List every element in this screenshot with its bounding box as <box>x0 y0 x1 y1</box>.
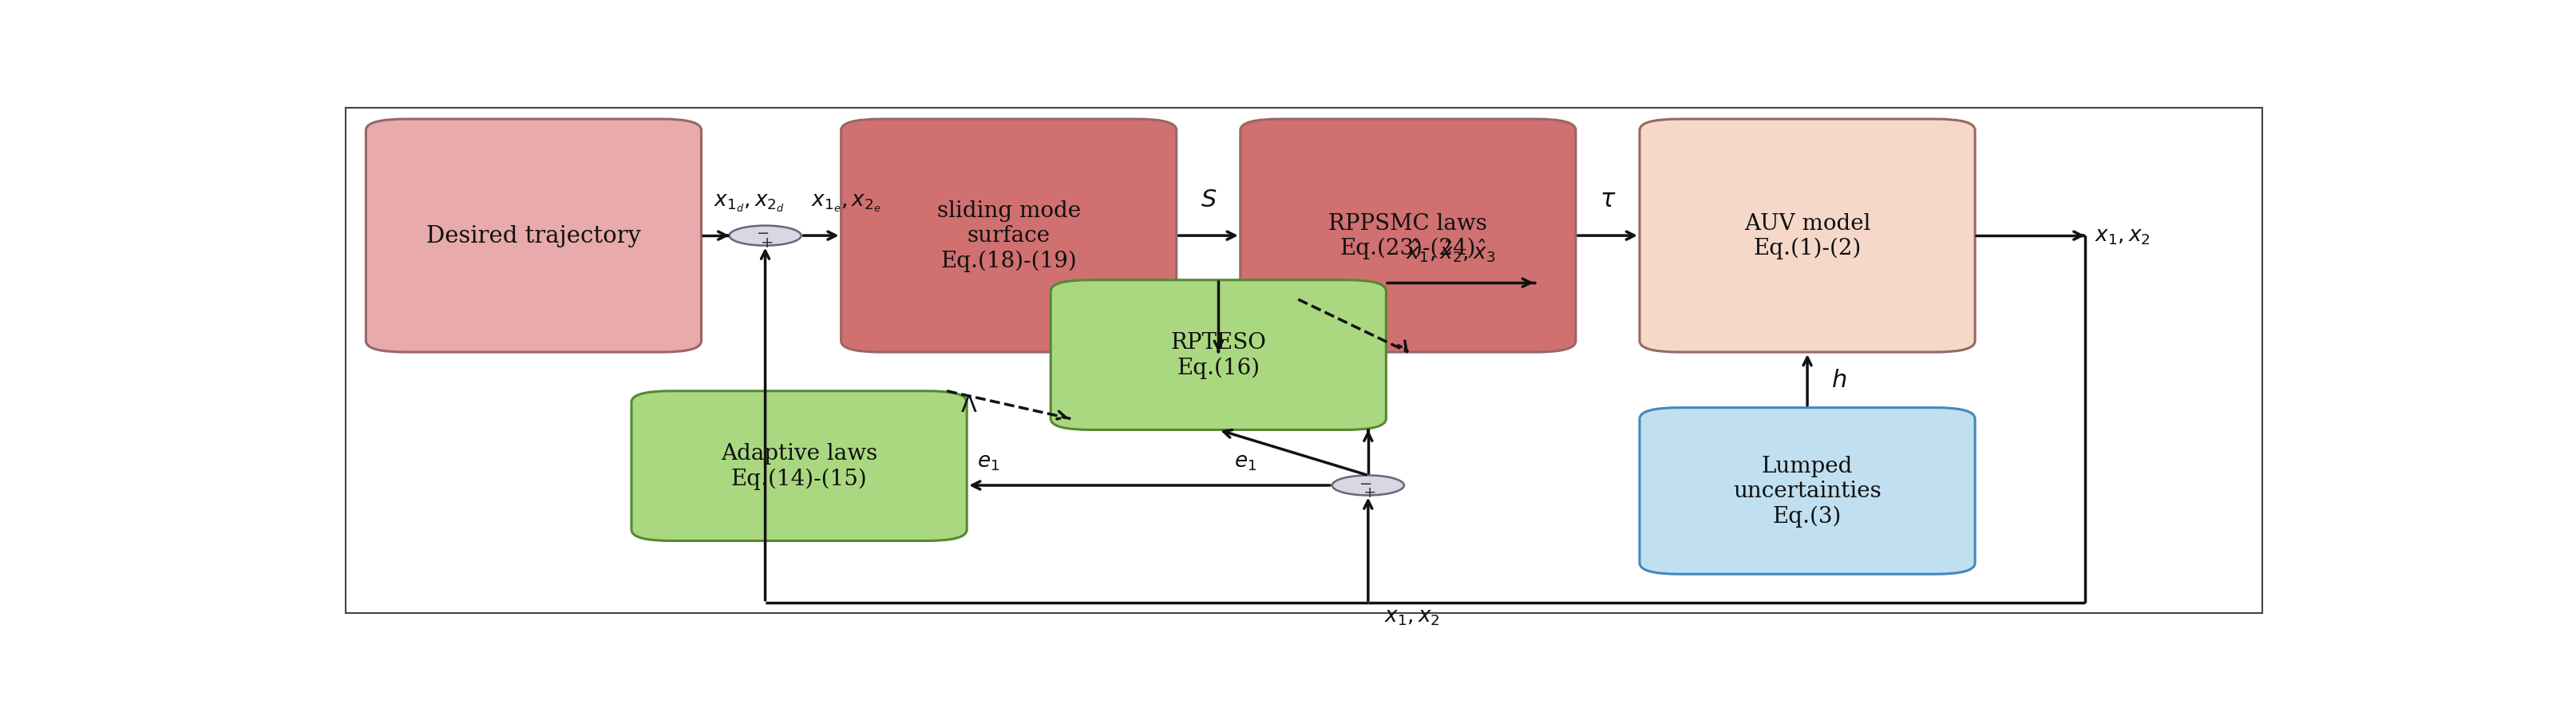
Text: RPTESO
Eq.(16): RPTESO Eq.(16) <box>1170 332 1267 379</box>
FancyBboxPatch shape <box>1641 408 1976 575</box>
Text: AUV model
Eq.(1)-(2): AUV model Eq.(1)-(2) <box>1744 212 1870 259</box>
FancyBboxPatch shape <box>842 120 1177 353</box>
Text: $S$: $S$ <box>1200 188 1216 211</box>
FancyBboxPatch shape <box>366 120 701 353</box>
Text: −: − <box>757 226 770 241</box>
Text: Adaptive laws
Eq.(14)-(15): Adaptive laws Eq.(14)-(15) <box>721 443 878 490</box>
Text: Desired trajectory: Desired trajectory <box>425 225 641 247</box>
Circle shape <box>1332 476 1404 495</box>
Text: $\tau$: $\tau$ <box>1600 188 1615 211</box>
FancyBboxPatch shape <box>1641 120 1976 353</box>
Text: $\hat{x}_1,\hat{x}_2,\hat{x}_3$: $\hat{x}_1,\hat{x}_2,\hat{x}_3$ <box>1406 237 1497 264</box>
Circle shape <box>729 226 801 246</box>
Text: $x_1,x_2$: $x_1,x_2$ <box>2094 226 2151 246</box>
Text: +: + <box>1363 485 1376 500</box>
FancyBboxPatch shape <box>1242 120 1577 353</box>
Text: +: + <box>760 235 773 251</box>
Text: sliding mode
surface
Eq.(18)-(19): sliding mode surface Eq.(18)-(19) <box>938 200 1082 272</box>
Text: $\Lambda$: $\Lambda$ <box>961 394 976 416</box>
Text: $x_{1_d},x_{2_d}$: $x_{1_d},x_{2_d}$ <box>714 193 783 214</box>
Text: RPPSMC laws
Eq.(23)-(24): RPPSMC laws Eq.(23)-(24) <box>1329 212 1486 259</box>
Text: −: − <box>1360 476 1373 491</box>
FancyBboxPatch shape <box>1051 280 1386 430</box>
Text: $x_{1_e},x_{2_e}$: $x_{1_e},x_{2_e}$ <box>811 193 881 214</box>
Text: $h$: $h$ <box>1832 369 1847 392</box>
Text: $e_1$: $e_1$ <box>976 451 999 472</box>
Text: $x_1,x_2$: $x_1,x_2$ <box>1383 606 1440 626</box>
Text: Lumped
uncertainties
Eq.(3): Lumped uncertainties Eq.(3) <box>1734 455 1880 527</box>
FancyBboxPatch shape <box>631 391 966 541</box>
Text: $e_1$: $e_1$ <box>1234 451 1257 472</box>
